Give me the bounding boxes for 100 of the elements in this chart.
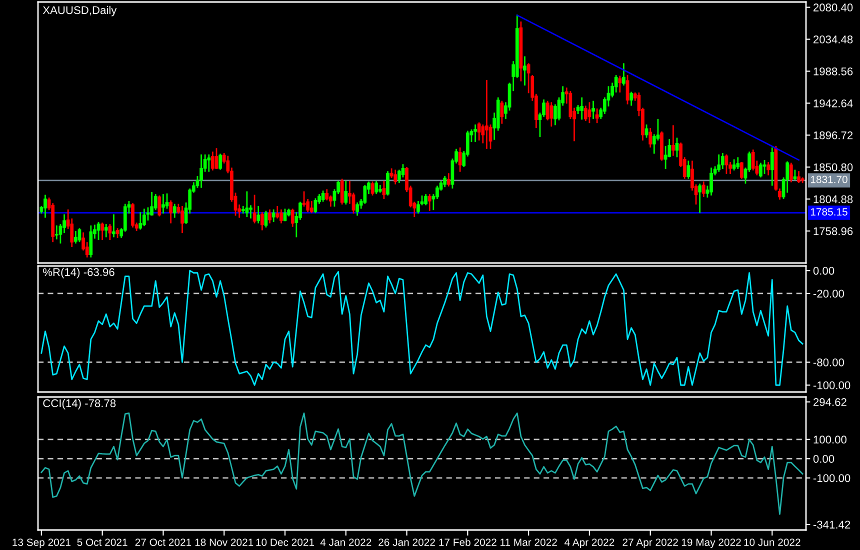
candlestick: [44, 194, 47, 218]
y-tick-label: 100.00: [814, 436, 846, 444]
candlestick: [344, 180, 348, 205]
candlestick: [580, 97, 584, 120]
candlestick: [526, 63, 530, 94]
candlestick: [200, 154, 203, 188]
y-tick-label: -100.00: [813, 381, 850, 390]
candlestick: [428, 194, 432, 211]
candlestick: [736, 157, 740, 170]
candlestick: [800, 177, 804, 183]
candlestick: [241, 206, 245, 214]
candlestick: [207, 154, 211, 172]
candlestick: [290, 208, 294, 227]
candlestick: [54, 225, 58, 240]
candlestick: [131, 203, 134, 228]
candlestick: [500, 100, 504, 124]
chart-title: %R(14) -63.96: [43, 268, 114, 278]
candlestick: [698, 184, 702, 213]
candlestick: [138, 212, 142, 230]
candlestick: [211, 152, 214, 170]
candlestick: [172, 204, 176, 218]
candlestick: [96, 222, 100, 240]
y-tick-label: -20.00: [813, 290, 844, 298]
x-tick-label: 4 Jan 2022: [320, 538, 372, 546]
y-tick-label: 294.62: [814, 398, 846, 406]
candlestick: [789, 162, 793, 182]
candlestick: [710, 168, 713, 196]
candlestick: [477, 122, 481, 141]
candlestick: [618, 76, 622, 92]
candlestick: [162, 194, 165, 214]
y-tick-label: 0.00: [813, 266, 834, 275]
y-tick-label: 1850.80: [814, 163, 853, 172]
candlestick: [424, 194, 428, 206]
x-tick-label: 5 Oct 2021: [77, 538, 128, 546]
candlestick: [740, 162, 744, 179]
y-tick-label: 1942.64: [814, 99, 853, 108]
candlestick: [158, 195, 162, 216]
line-series: [40, 412, 804, 515]
chart-title: CCI(14) -78.78: [43, 398, 116, 410]
candlestick: [218, 154, 222, 170]
candlestick: [280, 209, 283, 224]
candlestick: [766, 162, 770, 176]
x-tick-label: 10 Dec 2021: [256, 538, 314, 546]
x-tick-label: 26 Jan 2022: [378, 538, 435, 546]
candlestick: [142, 208, 146, 226]
candlestick: [584, 106, 588, 122]
candlestick: [78, 228, 82, 242]
candlestick: [340, 178, 344, 205]
candlestick: [256, 206, 260, 224]
candlestick: [310, 201, 314, 213]
candlestick: [762, 160, 766, 174]
candlestick: [770, 147, 774, 186]
candlestick: [485, 80, 488, 149]
x-tick-label: 18 Nov 2021: [195, 538, 254, 546]
candlestick: [180, 206, 184, 234]
candlestick: [302, 191, 306, 207]
candlestick: [446, 173, 450, 186]
candlestick: [671, 125, 675, 156]
candlestick: [386, 171, 390, 196]
candlestick: [523, 56, 526, 86]
candlestick: [268, 209, 272, 224]
ref-line-label: 1831.70: [810, 176, 848, 184]
candlestick: [720, 153, 724, 170]
candlestick: [759, 162, 762, 178]
x-tick-label: 13 Sep 2021: [12, 538, 70, 548]
candlestick: [732, 159, 736, 170]
candlestick: [648, 128, 652, 148]
candlestick: [104, 224, 108, 238]
y-tick-label: -80.00: [813, 358, 844, 366]
candlestick: [249, 205, 252, 218]
candlestick: [74, 230, 78, 244]
candlestick: [686, 160, 690, 179]
candlestick: [169, 200, 173, 224]
candlestick: [112, 214, 116, 238]
candlestick: [592, 100, 595, 119]
line-series: [40, 270, 804, 386]
candlestick: [474, 124, 477, 142]
candlestick: [245, 191, 249, 218]
y-tick-label: 1896.72: [814, 131, 853, 140]
x-tick-label: 17 Feb 2022: [439, 538, 496, 546]
candlestick: [283, 208, 287, 222]
y-tick-label: 0.00: [813, 454, 834, 463]
y-tick-label: 2080.40: [814, 4, 853, 12]
x-tick-label: 27 Oct 2021: [135, 538, 192, 546]
candlestick: [702, 182, 706, 197]
y-tick-label: 1988.56: [814, 67, 853, 76]
candlestick: [622, 63, 626, 86]
x-tick-label: 19 May 2022: [682, 538, 741, 548]
chart-title: XAUUSD,Daily: [42, 6, 117, 16]
x-tick-label: 10 Jun 2022: [744, 538, 800, 546]
candlestick: [550, 102, 554, 127]
candlestick: [314, 198, 318, 213]
candlestick: [717, 154, 721, 172]
candlestick: [100, 222, 104, 240]
candlestick: [443, 176, 447, 188]
candlestick: [276, 206, 280, 218]
candlestick: [272, 209, 276, 222]
x-tick-label: 27 Apr 2022: [622, 538, 678, 548]
candlestick: [356, 202, 359, 216]
candlestick: [394, 170, 398, 184]
